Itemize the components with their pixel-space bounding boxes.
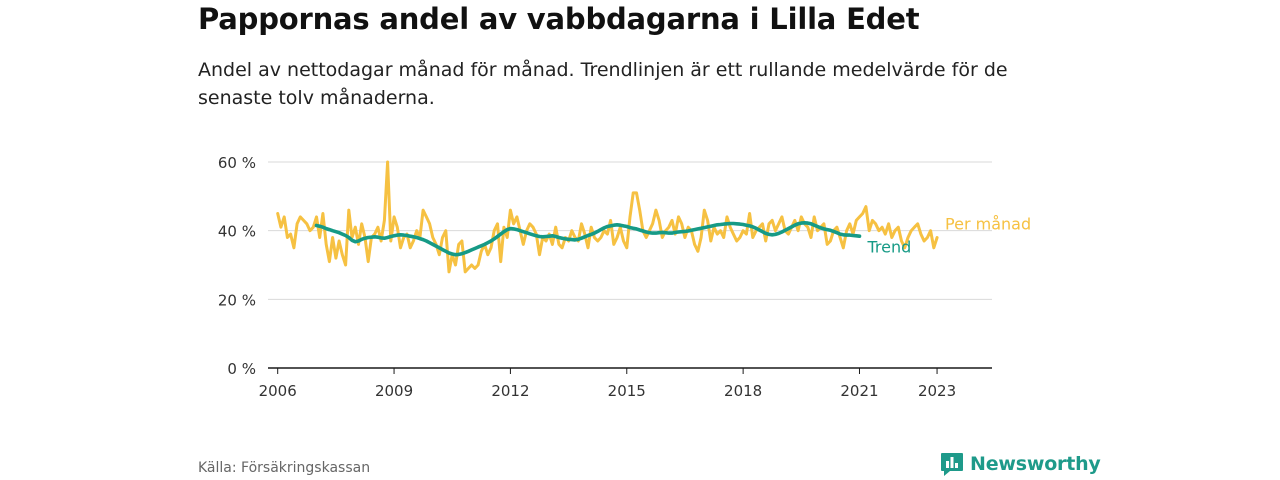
newsworthy-logo[interactable]: Newsworthy — [940, 451, 1101, 477]
series-label-trend: Trend — [866, 238, 911, 257]
y-tick-label: 20 % — [218, 291, 256, 309]
x-tick-label: 2009 — [375, 382, 413, 400]
series-line-trend — [314, 221, 862, 257]
bar-chart-icon — [941, 453, 963, 476]
series-line-per-manad — [276, 160, 939, 274]
x-tick-label: 2006 — [259, 382, 297, 400]
label-layer: 0 % 20 % 40 % 60 % 2006 2009 2012 2015 2018 2021 2… — [218, 154, 1031, 400]
y-tick-label: 60 % — [218, 154, 256, 172]
x-tick-label: 2018 — [724, 382, 762, 400]
brand-name: Newsworthy — [970, 453, 1101, 475]
x-tick-label: 2021 — [840, 382, 878, 400]
y-tick-label: 40 % — [218, 223, 256, 241]
x-tick-label: 2023 — [918, 382, 956, 400]
series-label-per-manad: Per månad — [945, 215, 1031, 234]
axis-layer — [268, 367, 992, 374]
x-tick-label: 2012 — [491, 382, 529, 400]
chart-subtitle: Andel av nettodagar månad för månad. Tre… — [198, 59, 1008, 109]
series-layer — [276, 160, 939, 274]
chart-title: Pappornas andel av vabbdagarna i Lilla E… — [198, 2, 920, 36]
y-tick-label: 0 % — [227, 360, 256, 378]
source-note: Källa: Försäkringskassan — [198, 460, 371, 476]
x-tick-label: 2015 — [608, 382, 646, 400]
